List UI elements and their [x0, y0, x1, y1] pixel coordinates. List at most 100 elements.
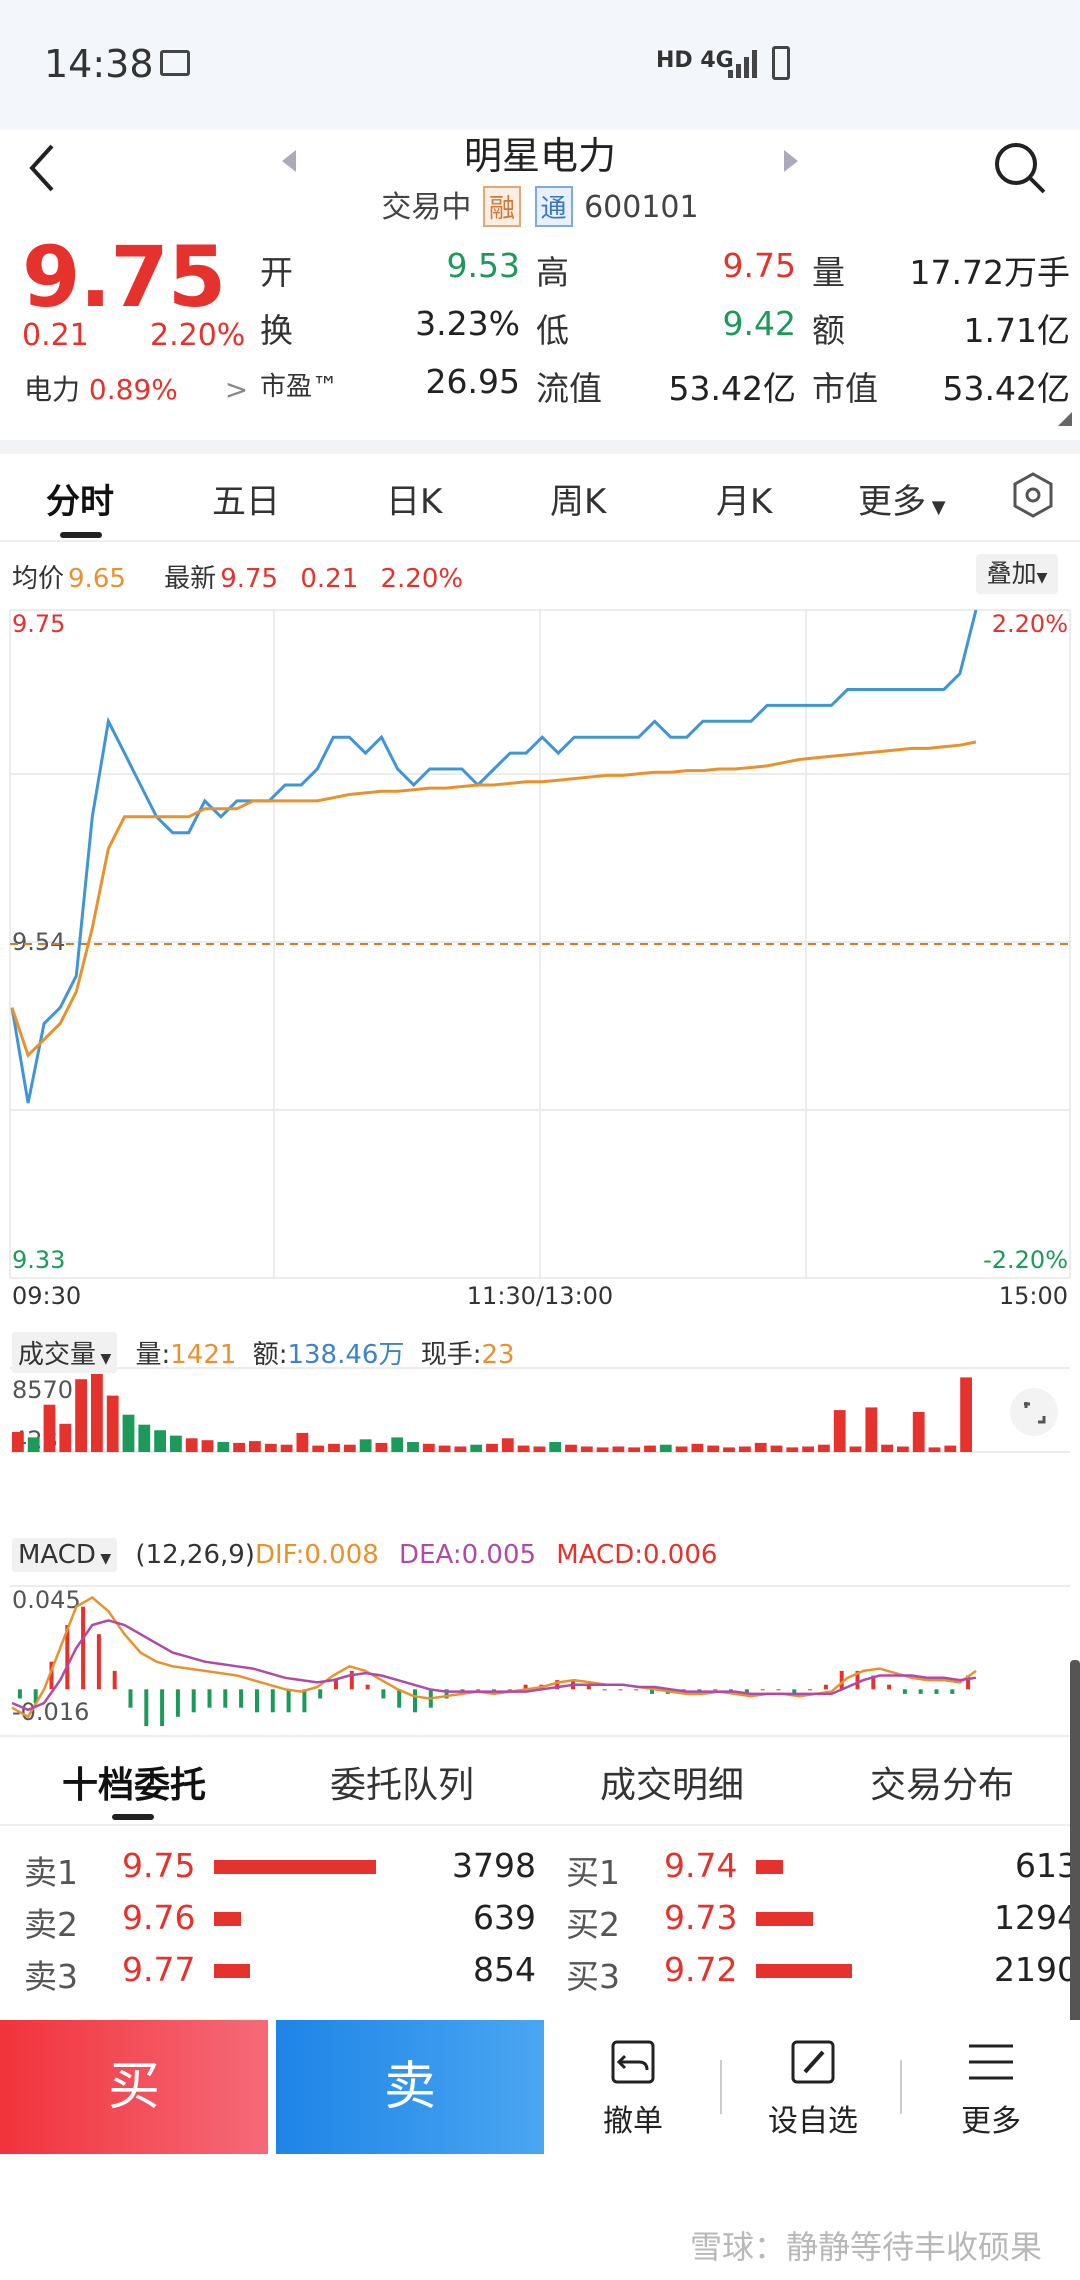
macd-bar — [381, 1689, 386, 1699]
volume-bar — [27, 1437, 40, 1452]
macd-bar — [207, 1689, 212, 1708]
volume-indicator-selector[interactable]: 成交量 ▼ — [12, 1332, 118, 1373]
expand-corner-icon[interactable] — [1058, 412, 1072, 426]
macd-bar — [855, 1670, 860, 1690]
avg-price-label: 均价 — [12, 564, 65, 594]
macd-bar — [365, 1684, 370, 1690]
macd-indicator-selector[interactable]: MACD ▼ — [12, 1538, 118, 1572]
overlay-button[interactable]: 叠加▼ — [976, 554, 1058, 594]
bid-price[interactable]: 9.72 — [664, 1950, 738, 1989]
macd-bar — [397, 1689, 402, 1708]
intraday-chart[interactable]: 9.75 9.54 9.33 2.20% -2.20% 09:30 11:30/… — [0, 596, 1080, 1736]
bid-price[interactable]: 9.74 — [664, 1846, 738, 1885]
next-stock-icon[interactable] — [780, 148, 802, 174]
volume-y-tick-top: 8570 — [12, 1376, 73, 1404]
ask-price[interactable]: 9.76 — [122, 1898, 196, 1937]
volume-chart: 8570 4285 — [12, 1374, 972, 1454]
volume-bar — [375, 1442, 388, 1452]
divider — [0, 1824, 1080, 1826]
open-value: 9.53 — [446, 246, 520, 285]
prev-stock-icon[interactable] — [278, 148, 300, 174]
tab-ten-level-orders[interactable]: 十档委托 — [62, 1765, 207, 1806]
high-label: 高 — [536, 253, 569, 292]
ask-volume: 639 — [473, 1898, 536, 1937]
hexagon-settings-icon[interactable] — [1008, 470, 1058, 520]
macd-bar — [760, 1689, 765, 1691]
search-icon[interactable] — [992, 140, 1048, 196]
more-button[interactable]: 更多 — [916, 2034, 1066, 2140]
amount-value: 1.71亿 — [963, 311, 1070, 350]
macd-bar — [792, 1689, 797, 1694]
tab-trade-distribution[interactable]: 交易分布 — [870, 1765, 1015, 1806]
macd-y-tick-bottom: -0.016 — [12, 1698, 89, 1726]
macd-bar — [81, 1606, 86, 1690]
back-arrow-icon[interactable] — [22, 138, 66, 198]
bid-volume-bar — [756, 1912, 813, 1926]
sell-button[interactable]: 卖 — [276, 2020, 544, 2154]
tab-daily-k[interactable]: 日K — [386, 482, 443, 522]
watermark: 雪球：静静等待丰收硕果 — [690, 2228, 1043, 2266]
sector-link[interactable]: 电力 0.89% > — [24, 368, 248, 408]
ask-price[interactable]: 9.75 — [122, 1846, 196, 1885]
volume-bar — [454, 1446, 467, 1452]
status-time: 14:38 — [44, 42, 154, 86]
add-watchlist-label: 设自选 — [768, 2104, 858, 2139]
volume-bar — [675, 1446, 688, 1452]
macd-bar — [255, 1689, 259, 1713]
volume-bar — [596, 1447, 609, 1452]
volume-bar — [59, 1423, 72, 1452]
macd-y-tick-top: 0.045 — [12, 1586, 81, 1614]
macd-bar — [476, 1689, 481, 1691]
tab-intraday[interactable]: 分时 — [46, 482, 114, 522]
x-tick-open: 09:30 — [12, 1282, 81, 1310]
margin-tag: 融 — [482, 186, 521, 227]
pe-value: 26.95 — [425, 362, 520, 401]
stock-title: 明星电力 — [463, 134, 616, 178]
macd-bar — [507, 1689, 512, 1691]
dea-line — [11, 1619, 977, 1712]
dif-value: 0.008 — [304, 1540, 379, 1570]
macd-bar — [918, 1689, 923, 1694]
bid-volume-bar — [756, 1964, 852, 1978]
edge-handle[interactable] — [1070, 1660, 1080, 2080]
buy-button[interactable]: 买 — [0, 2020, 268, 2154]
tab-monthly-k[interactable]: 月K — [716, 482, 773, 522]
active-tab-indicator — [112, 1814, 154, 1820]
bid-label: 买1 — [566, 1853, 620, 1892]
volume-bar — [739, 1446, 751, 1452]
macd-bar — [65, 1625, 70, 1690]
divider — [900, 2060, 902, 2114]
last-price-value: 9.75 — [220, 564, 279, 594]
volume-bar — [201, 1440, 214, 1452]
macd-bar — [96, 1634, 101, 1690]
status-bar — [0, 0, 1080, 130]
divider — [0, 540, 1080, 542]
tab-more[interactable]: 更多 ▼ — [858, 482, 946, 522]
volume-bar — [802, 1446, 814, 1452]
volume-bar — [770, 1445, 783, 1452]
macd-bar — [823, 1684, 828, 1690]
macd-bar — [318, 1689, 323, 1699]
cancel-order-button[interactable]: 撤单 — [558, 2034, 708, 2140]
volume-bar — [407, 1442, 419, 1452]
macd-bar — [33, 1689, 38, 1704]
sector-name: 电力 — [24, 373, 81, 406]
active-tab-indicator — [60, 532, 102, 538]
tab-weekly-k[interactable]: 周K — [550, 482, 607, 522]
tab-order-queue[interactable]: 委托队列 — [330, 1765, 475, 1806]
edit-icon — [791, 2040, 835, 2084]
divider — [0, 1735, 1080, 1737]
fullscreen-icon[interactable] — [1010, 1388, 1058, 1436]
menu-icon — [969, 2044, 1013, 2080]
tab-five-day[interactable]: 五日 — [212, 482, 280, 522]
volume-bar — [43, 1404, 56, 1452]
volume-bar — [580, 1446, 593, 1452]
ask-price[interactable]: 9.77 — [122, 1950, 196, 1989]
ask-label: 卖2 — [24, 1905, 78, 1944]
macd-bar — [413, 1689, 417, 1713]
tab-trade-details[interactable]: 成交明细 — [600, 1765, 745, 1806]
macd-bar — [112, 1670, 117, 1690]
ask-volume: 854 — [473, 1950, 536, 1989]
add-watchlist-button[interactable]: 设自选 — [738, 2034, 888, 2140]
bid-price[interactable]: 9.73 — [664, 1898, 738, 1937]
